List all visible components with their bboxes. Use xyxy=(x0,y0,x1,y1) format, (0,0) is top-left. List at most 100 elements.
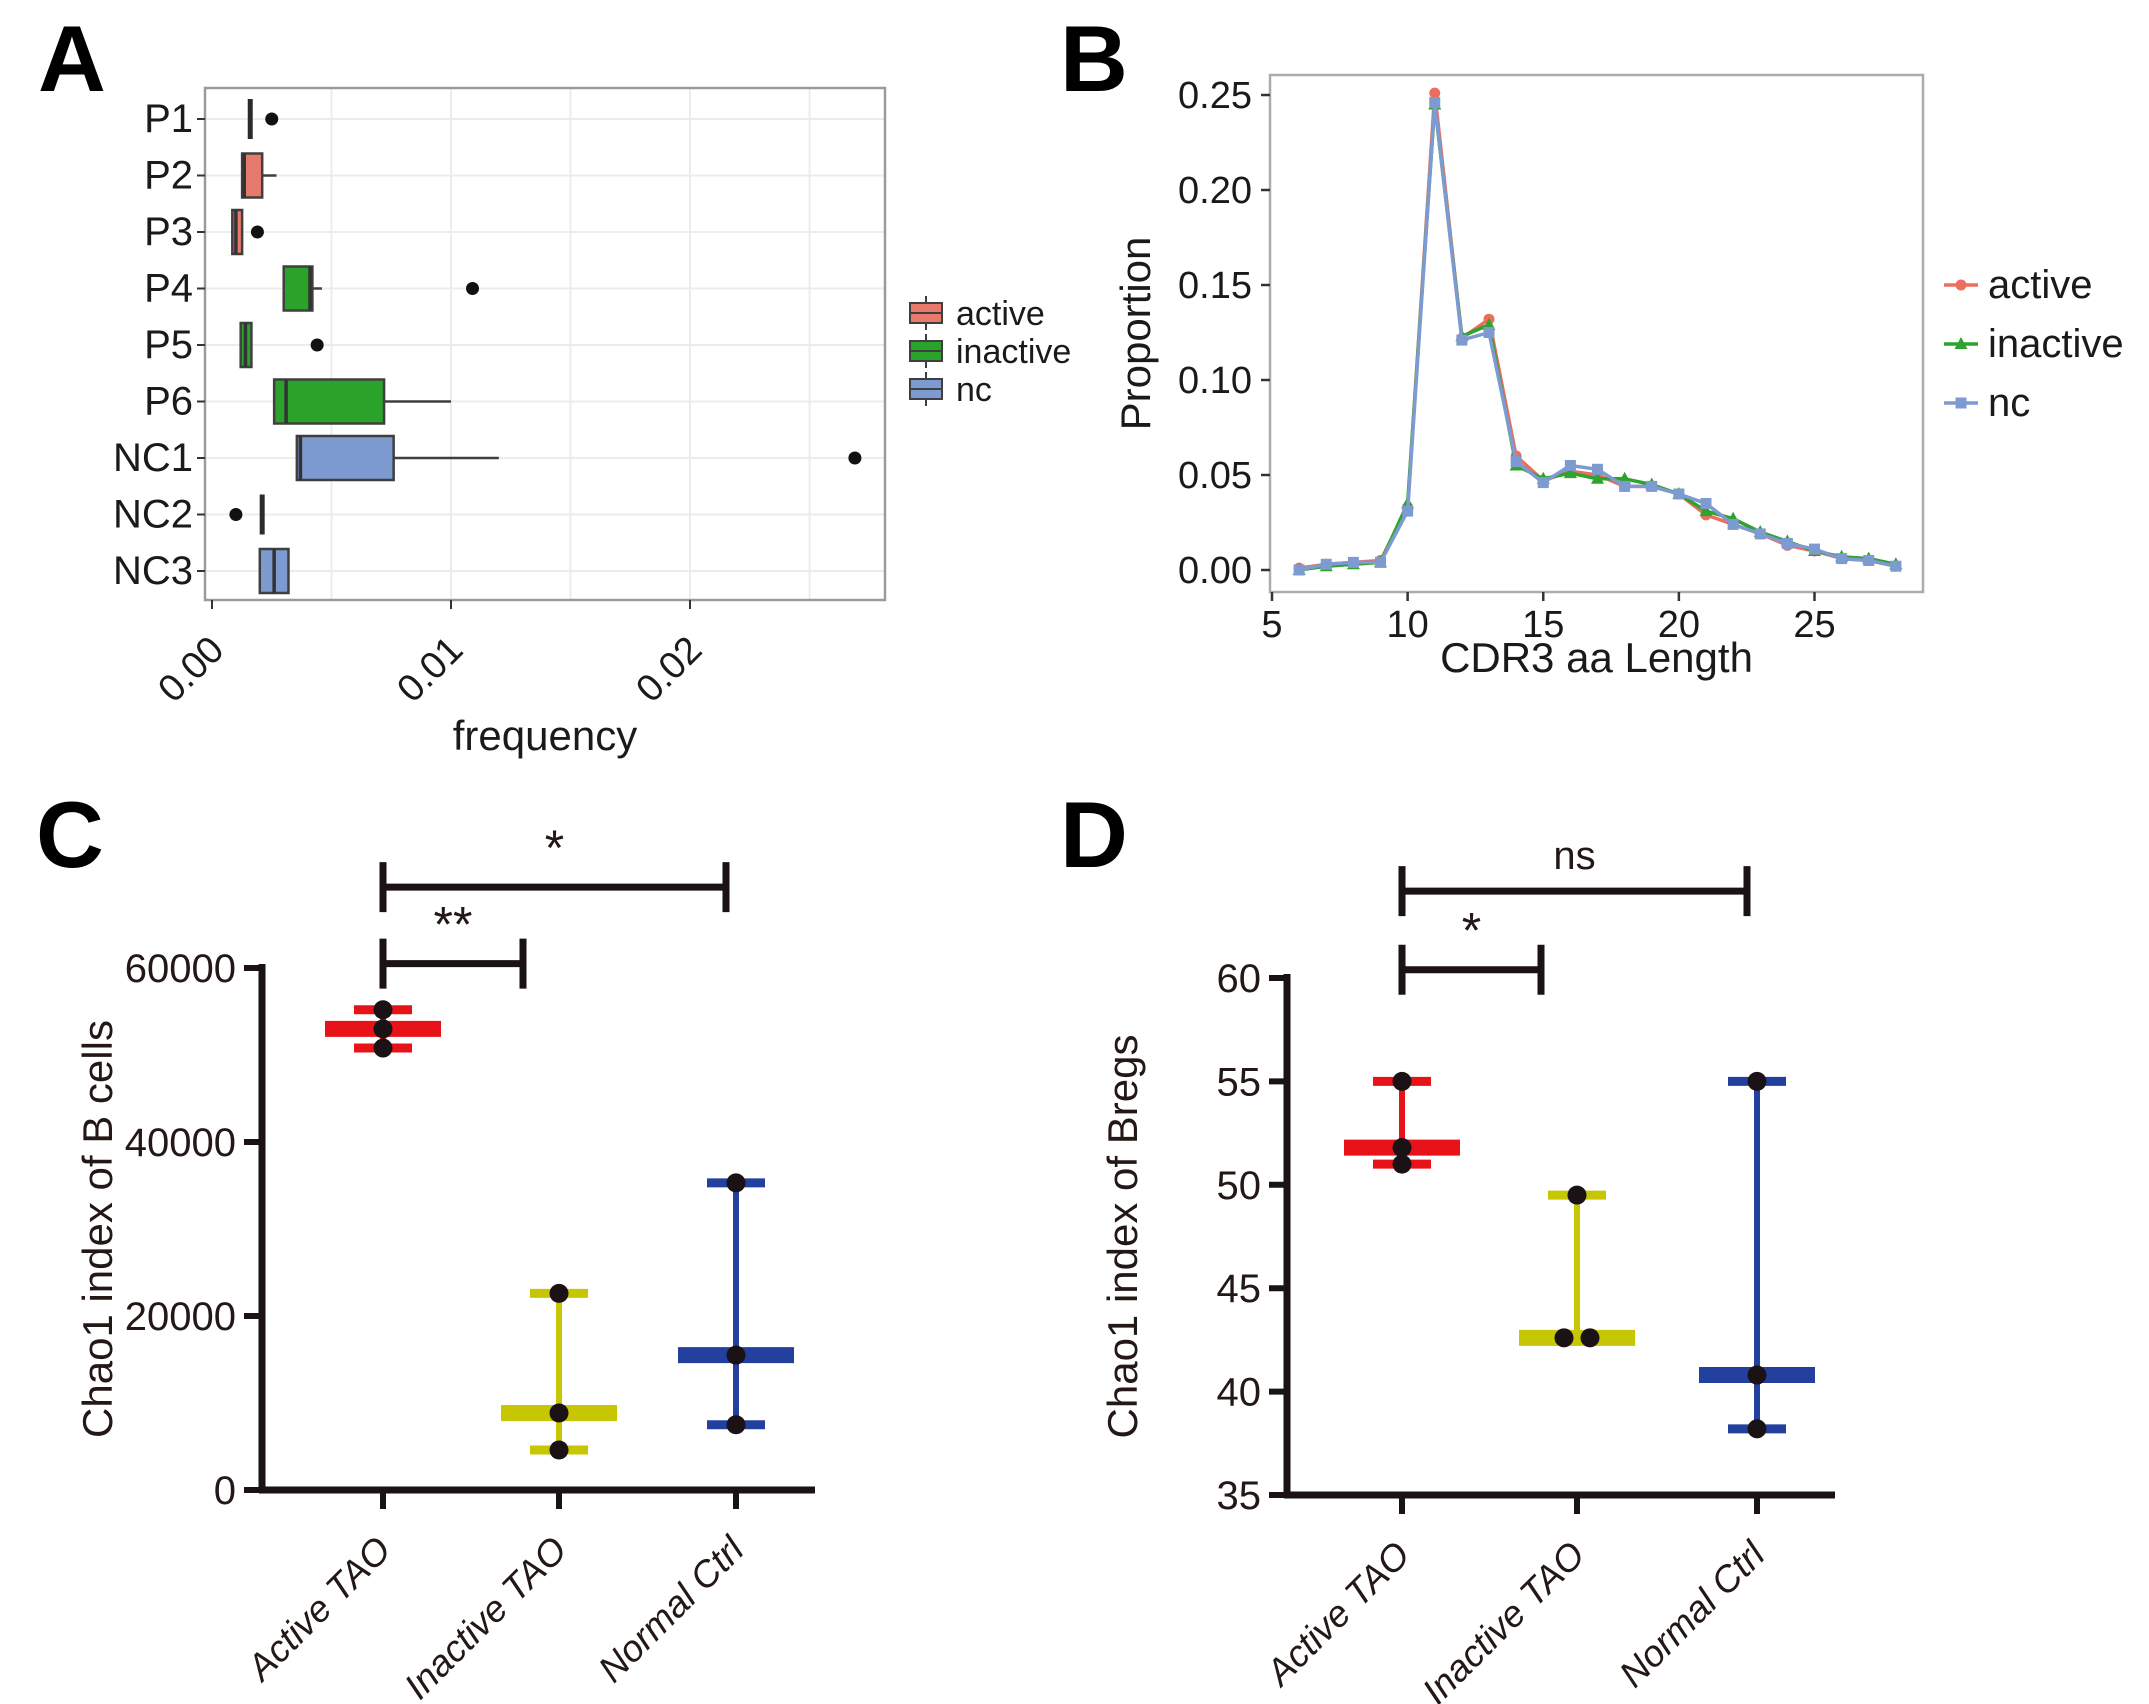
x-tick-label: 5 xyxy=(1261,604,1282,646)
significance-bracket: ns xyxy=(1398,834,1751,917)
panel-a-letter: A xyxy=(38,6,106,111)
y-tick-label: 0.05 xyxy=(1178,455,1252,497)
data-point-square xyxy=(1375,556,1386,568)
significance-bracket: ** xyxy=(379,897,527,989)
y-tick-label: 60 xyxy=(1217,957,1262,1001)
x-tick-label: 0.00 xyxy=(150,629,232,711)
x-tick-label: 0.01 xyxy=(389,629,471,711)
data-point xyxy=(726,1345,746,1365)
x-tick-label: 0.02 xyxy=(628,629,710,711)
data-point-square xyxy=(1429,97,1441,109)
row-label: NC1 xyxy=(113,436,193,480)
data-point xyxy=(726,1173,746,1193)
x-axis-title: CDR3 aa Length xyxy=(1440,634,1753,681)
y-tick-label: 40000 xyxy=(125,1121,236,1165)
y-tick-label: 40 xyxy=(1217,1371,1262,1415)
row-label: P3 xyxy=(144,210,193,254)
box xyxy=(295,434,395,482)
data-point xyxy=(549,1283,569,1303)
data-point-square xyxy=(1673,488,1685,500)
significance-label: * xyxy=(545,820,564,876)
data-point-square xyxy=(1781,537,1793,549)
box-row-P1 xyxy=(247,99,279,139)
data-point xyxy=(1554,1328,1574,1348)
row-label: P6 xyxy=(144,380,193,424)
data-point xyxy=(1392,1138,1412,1158)
legend-marker-triangle xyxy=(1954,337,1968,349)
y-tick-label: 0.20 xyxy=(1178,170,1252,212)
data-point xyxy=(1580,1328,1600,1348)
outlier-dot xyxy=(310,338,324,352)
legend-label: nc xyxy=(1988,381,2030,425)
row-label: NC3 xyxy=(113,549,193,593)
y-tick-label: 55 xyxy=(1217,1060,1262,1104)
row-label: P1 xyxy=(144,97,193,141)
legend-item-nc: nc xyxy=(909,371,992,409)
data-point-square xyxy=(1564,460,1576,471)
box-row-P6 xyxy=(272,378,451,425)
outlier-dot xyxy=(250,225,264,239)
y-tick-label: 35 xyxy=(1217,1474,1262,1518)
legend-label: inactive xyxy=(956,333,1071,371)
y-tick-label: 0.00 xyxy=(1178,550,1252,592)
data-point xyxy=(373,1000,393,1020)
significance-label: ns xyxy=(1553,834,1595,878)
y-axis-title: Chao1 index of B cells xyxy=(74,1020,121,1438)
data-point-square xyxy=(1836,553,1848,565)
group-Active TAO xyxy=(325,1000,441,1058)
data-point xyxy=(1392,1154,1412,1174)
data-point-square xyxy=(1320,558,1332,570)
legend-item-inactive: inactive xyxy=(909,333,1071,371)
data-point-square xyxy=(1456,334,1468,346)
legend-label: active xyxy=(956,295,1045,333)
y-tick-label: 0.25 xyxy=(1178,75,1252,117)
data-point-square xyxy=(1293,564,1305,576)
data-point-square xyxy=(1863,555,1875,566)
box-row-NC2 xyxy=(229,494,265,535)
series-nc xyxy=(1293,97,1902,576)
significance-bracket: * xyxy=(379,820,730,913)
row-label: P2 xyxy=(144,154,193,198)
data-point-triangle xyxy=(1618,471,1632,484)
data-point-square xyxy=(1890,560,1902,572)
significance-label: ** xyxy=(434,897,473,953)
y-tick-label: 0 xyxy=(214,1469,236,1513)
outlier-dot xyxy=(466,282,480,295)
data-point xyxy=(373,1038,393,1058)
data-point xyxy=(726,1415,746,1435)
plot-frame xyxy=(1268,73,1925,594)
legend-label: nc xyxy=(956,371,992,409)
data-point-square xyxy=(1592,463,1603,475)
y-tick-label: 50 xyxy=(1217,1164,1262,1208)
data-point-square xyxy=(1483,327,1495,338)
x-category-label: Normal Ctrl xyxy=(590,1527,753,1690)
box-row-P3 xyxy=(231,208,264,256)
panel-d-letter: D xyxy=(1060,782,1128,887)
box xyxy=(272,378,386,425)
legend-label: active xyxy=(1988,263,2093,307)
y-tick-label: 0.10 xyxy=(1178,360,1252,402)
outlier-dot xyxy=(229,508,243,521)
x-tick-label: 20 xyxy=(1658,604,1700,646)
legend-item-active: active xyxy=(1944,263,2093,307)
data-point-square xyxy=(1809,543,1820,555)
box-row-P5 xyxy=(239,321,324,369)
data-point-square xyxy=(1537,477,1549,489)
panel-b-letter: B xyxy=(1060,6,1128,111)
data-point-square xyxy=(1646,480,1658,492)
group-Inactive TAO xyxy=(1519,1185,1635,1348)
data-point-square xyxy=(1619,480,1631,492)
data-point-triangle xyxy=(1482,317,1496,330)
box xyxy=(240,152,264,199)
data-point-circle xyxy=(1429,87,1441,99)
x-category-label: Inactive TAO xyxy=(1414,1534,1592,1704)
data-point xyxy=(1567,1185,1587,1205)
panel-b-linechart: 0.00 0.05 0.10 0.15 0.20 0.25 5 10 15 20 25 Proport… xyxy=(1112,73,2124,681)
y-axis-title: Proportion xyxy=(1112,237,1159,431)
y-tick-label: 45 xyxy=(1217,1267,1262,1311)
